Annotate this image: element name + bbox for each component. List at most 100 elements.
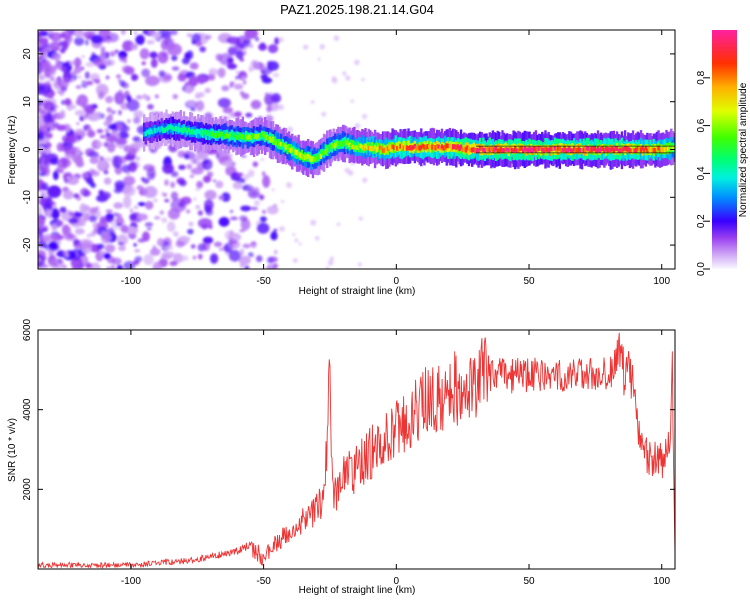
ridge-cell	[617, 148, 620, 154]
noise-dot	[74, 30, 84, 38]
noise-dot	[106, 266, 110, 269]
ridge-cell	[592, 146, 595, 152]
noise-dot	[135, 156, 141, 162]
ridge-cell	[512, 148, 515, 153]
x-tick-label: 0	[394, 576, 400, 587]
noise-dot	[50, 76, 55, 81]
noise-dot	[240, 218, 251, 231]
ridge-cell	[381, 148, 385, 153]
noise-dot	[229, 210, 234, 213]
ridge-cell	[311, 156, 315, 162]
noise-dot	[135, 94, 143, 100]
noise-dot	[133, 205, 139, 210]
ridge-cell	[278, 141, 281, 147]
noise-dot	[234, 111, 242, 118]
ridge-cell	[238, 132, 241, 138]
ridge-cell	[498, 148, 501, 154]
ridge-cell	[655, 146, 659, 152]
noise-dot	[97, 91, 104, 100]
ridge-cell	[660, 147, 663, 153]
noise-dot	[158, 70, 166, 77]
noise-dot	[218, 195, 224, 201]
ridge-cell	[426, 144, 429, 150]
ridge-cell	[606, 147, 609, 153]
ridge-cell	[254, 133, 257, 140]
noise-dot	[197, 210, 203, 216]
ridge-cell	[150, 129, 154, 135]
noise-dot	[99, 134, 106, 139]
noise-dot	[257, 63, 267, 71]
noise-dot	[171, 55, 178, 62]
noise-dot	[51, 223, 58, 232]
noise-dot	[149, 51, 158, 59]
ridge-cell	[162, 127, 165, 133]
noise-dot	[92, 30, 98, 33]
noise-dot	[56, 250, 66, 258]
ridge-cell	[665, 146, 668, 152]
noise-dot	[42, 59, 52, 72]
noise-dot	[85, 80, 94, 86]
noise-dot	[325, 266, 330, 269]
noise-dot	[39, 37, 49, 45]
noise-dot	[185, 150, 190, 154]
ridge-cell	[579, 148, 582, 154]
ridge-cell	[222, 133, 225, 140]
noise-dot	[43, 114, 50, 124]
noise-dot	[198, 92, 205, 98]
noise-dot	[243, 173, 250, 180]
noise-dot	[202, 236, 214, 244]
ridge-cell	[623, 146, 627, 151]
ridge-cell	[249, 135, 253, 140]
ridge-cell	[596, 146, 600, 152]
noise-dot	[255, 255, 263, 263]
ridge-cell	[262, 131, 265, 137]
y-tick-label: -10	[22, 190, 33, 205]
ridge-cell	[168, 124, 171, 130]
ridge-cell	[520, 145, 523, 151]
noise-dot	[79, 203, 87, 215]
noise-dot	[60, 30, 72, 40]
ridge-cell	[557, 145, 560, 151]
noise-dot	[75, 151, 81, 156]
noise-dot	[110, 264, 116, 269]
ridge-cell	[534, 147, 538, 153]
noise-dot	[135, 34, 145, 45]
ridge-band	[142, 109, 675, 179]
noise-dot	[77, 75, 82, 79]
noise-dot	[99, 156, 105, 161]
ridge-cell	[198, 130, 202, 135]
noise-dot	[170, 191, 179, 201]
ridge-cell	[142, 131, 146, 137]
noise-dot	[204, 189, 217, 200]
noise-dot	[153, 198, 158, 203]
noise-dot	[50, 201, 56, 206]
noise-dot	[38, 217, 45, 226]
ridge-cell	[439, 145, 442, 151]
ridge-cell	[380, 146, 383, 151]
noise-dot	[38, 227, 43, 234]
noise-dot	[274, 37, 280, 45]
noise-dot	[62, 172, 73, 181]
ridge-cell	[330, 142, 334, 148]
noise-dot	[71, 261, 83, 269]
noise-dot	[166, 167, 173, 174]
ridge-cell	[456, 144, 460, 150]
noise-dot	[228, 58, 233, 63]
ridge-cell	[351, 139, 354, 150]
noise-dot	[314, 235, 320, 241]
ridge-cell	[192, 129, 195, 134]
noise-dot	[90, 231, 96, 237]
noise-dot	[260, 157, 265, 162]
noise-dot	[122, 195, 132, 209]
noise-dot	[195, 204, 201, 210]
noise-dot	[129, 208, 134, 214]
noise-dot	[132, 136, 141, 143]
ridge-cell	[299, 152, 302, 158]
ridge-cell	[482, 147, 485, 153]
noise-dot	[58, 61, 64, 65]
ridge-cell	[286, 144, 289, 149]
ridge-cell	[173, 126, 176, 132]
ridge-cell	[600, 146, 603, 152]
noise-dot	[242, 243, 251, 249]
noise-dot	[48, 214, 52, 220]
